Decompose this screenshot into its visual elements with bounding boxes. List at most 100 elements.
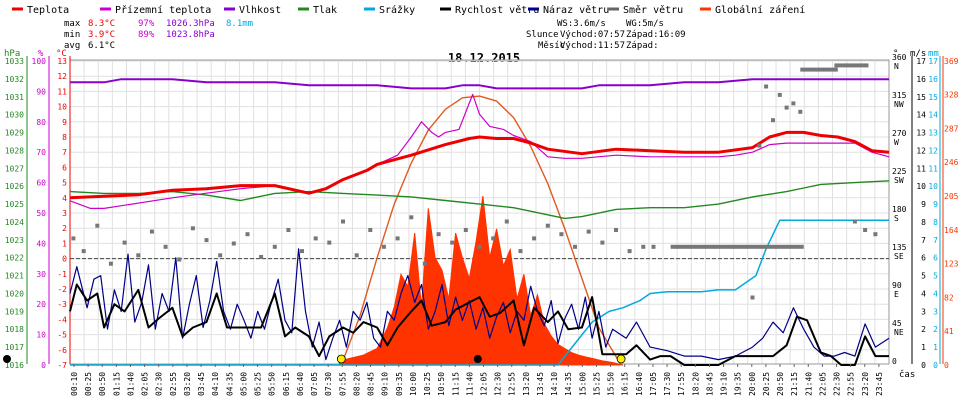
wind-direction-point xyxy=(627,249,632,254)
legend-label: Globální záření xyxy=(715,4,805,16)
x-tick-label: 15:00 xyxy=(578,372,587,396)
wind-direction-point xyxy=(450,240,455,245)
axis-tick-wind: 7 xyxy=(921,236,926,245)
axis-tick-direction: 45 xyxy=(892,319,902,328)
axis-tick-precip: 17 xyxy=(928,57,938,66)
stat-pressure: 1023.8hPa xyxy=(166,30,215,40)
stat-temp: 8.3°C xyxy=(88,19,115,29)
x-tick-label: 15:25 xyxy=(592,372,601,396)
x-tick-label: 06:15 xyxy=(282,372,291,396)
x-tick-label: 23:20 xyxy=(861,372,870,396)
axis-tick-pressure: 1028 xyxy=(5,146,24,155)
stat-rain: 8.1mm xyxy=(226,19,253,29)
x-tick-label: 19:10 xyxy=(720,372,729,396)
x-tick-label: 02:05 xyxy=(141,372,150,396)
axis-tick-temperature: 3 xyxy=(62,209,67,218)
x-tick-label: 20:00 xyxy=(748,372,757,396)
series-solar-theoretical xyxy=(340,95,622,366)
axis-tick-compass: S xyxy=(894,214,899,223)
wind-direction-run xyxy=(670,244,804,249)
x-tick-label: 22:30 xyxy=(833,372,842,396)
axis-tick-temperature: 13 xyxy=(57,57,67,66)
wind-direction-point xyxy=(463,228,468,232)
stat-label: avg xyxy=(64,41,80,51)
x-tick-label: 14:35 xyxy=(564,372,573,396)
axis-tick-compass: SW xyxy=(894,176,904,185)
axis-tick-wind: 13 xyxy=(916,129,926,138)
axis-unit-direction: ° xyxy=(893,49,898,59)
axis-tick-temperature: 4 xyxy=(62,194,67,203)
axis-tick-temperature: 7 xyxy=(62,148,67,157)
wind-direction-point xyxy=(863,228,868,232)
series-temperature xyxy=(69,130,890,200)
legend-label: Teplota xyxy=(27,5,69,16)
axis-tick-wind: 3 xyxy=(921,307,926,316)
axis-tick-temperature: 10 xyxy=(57,103,67,112)
axis-tick-solar: 287 xyxy=(944,124,959,133)
axis-tick-temperature: 11 xyxy=(57,87,67,96)
axis-tick-pressure: 1020 xyxy=(5,289,24,298)
axis-tick-temperature: 8 xyxy=(62,133,67,142)
axis-tick-pressure: 1024 xyxy=(5,218,24,227)
axis-tick-solar: 41 xyxy=(944,327,954,336)
wind-direction-point xyxy=(422,261,427,266)
wind-direction-point xyxy=(231,241,236,246)
axis-tick-pressure: 1017 xyxy=(5,343,24,352)
axis-tick-precip: 0 xyxy=(933,361,938,370)
wind-direction-point xyxy=(300,249,304,254)
axis-tick-precip: 10 xyxy=(928,182,938,191)
x-tick-label: 01:40 xyxy=(126,372,135,396)
axis-tick-temperature: -6 xyxy=(57,346,67,355)
stat-sunset: Západ:16:09 xyxy=(626,30,686,40)
wind-direction-point xyxy=(286,228,291,232)
x-tick-label: 05:50 xyxy=(268,372,277,396)
axis-tick-precip: 3 xyxy=(933,307,938,316)
wind-direction-point xyxy=(368,228,373,232)
plot-area xyxy=(3,63,890,366)
x-tick-label: 18:20 xyxy=(691,372,700,396)
axis-tick-pressure: 1029 xyxy=(5,129,24,138)
axis-tick-direction: 360 xyxy=(892,53,907,62)
x-tick-label: 16:15 xyxy=(621,372,630,396)
axis-tick-wind: 2 xyxy=(921,325,926,334)
x-tick-label: 11:40 xyxy=(465,372,474,396)
wind-direction-point xyxy=(764,84,769,89)
axis-tick-pressure: 1018 xyxy=(5,325,24,334)
x-tick-label: 17:30 xyxy=(663,372,672,396)
axis-tick-humidity: 0 xyxy=(41,361,46,370)
axis-tick-precip: 13 xyxy=(928,129,938,138)
axis-tick-precip: 8 xyxy=(933,218,938,227)
x-tick-label: 22:55 xyxy=(847,372,856,396)
wind-direction-point xyxy=(149,229,154,234)
x-tick-label: 10:25 xyxy=(423,372,432,396)
x-tick-label: 05:00 xyxy=(239,372,248,396)
axis-tick-temperature: -7 xyxy=(57,361,67,370)
legend-label: Přízemní teplota xyxy=(115,4,211,16)
x-tick-label: 13:45 xyxy=(536,372,545,396)
axis-unit-humidity: % xyxy=(38,49,44,59)
axis-tick-pressure: 1026 xyxy=(5,182,24,191)
axis-tick-direction: 270 xyxy=(892,129,907,138)
x-axis: 00:10 00:25 00:50 01:15 01:40 02:05 02:30 02:55… xyxy=(70,364,915,396)
axis-tick-pressure: 1023 xyxy=(5,236,24,245)
wind-direction-point xyxy=(381,244,386,249)
x-tick-label: 17:05 xyxy=(649,372,658,396)
axis-tick-temperature: 12 xyxy=(57,72,67,81)
wind-direction-point xyxy=(327,240,332,245)
x-tick-label: 17:55 xyxy=(677,372,686,396)
axis-tick-direction: 90 xyxy=(892,281,902,290)
axis-tick-direction: 225 xyxy=(892,167,907,176)
wind-direction-point xyxy=(136,253,141,258)
axis-tick-wind: 8 xyxy=(921,218,926,227)
series-pressure xyxy=(69,180,890,220)
x-tick-label: 03:20 xyxy=(183,372,192,396)
axis-tick-wind: 0 xyxy=(921,361,926,370)
axis-tick-solar: 123 xyxy=(944,260,959,269)
wind-direction-point xyxy=(573,244,577,249)
axis-tick-temperature: 2 xyxy=(62,224,67,233)
axis-tick-humidity: 40 xyxy=(36,239,46,248)
series-precipitation xyxy=(70,219,889,366)
axis-unit-pressure: hPa xyxy=(4,49,20,59)
stat-label: max xyxy=(64,19,81,29)
x-tick-label: 09:10 xyxy=(381,372,390,396)
